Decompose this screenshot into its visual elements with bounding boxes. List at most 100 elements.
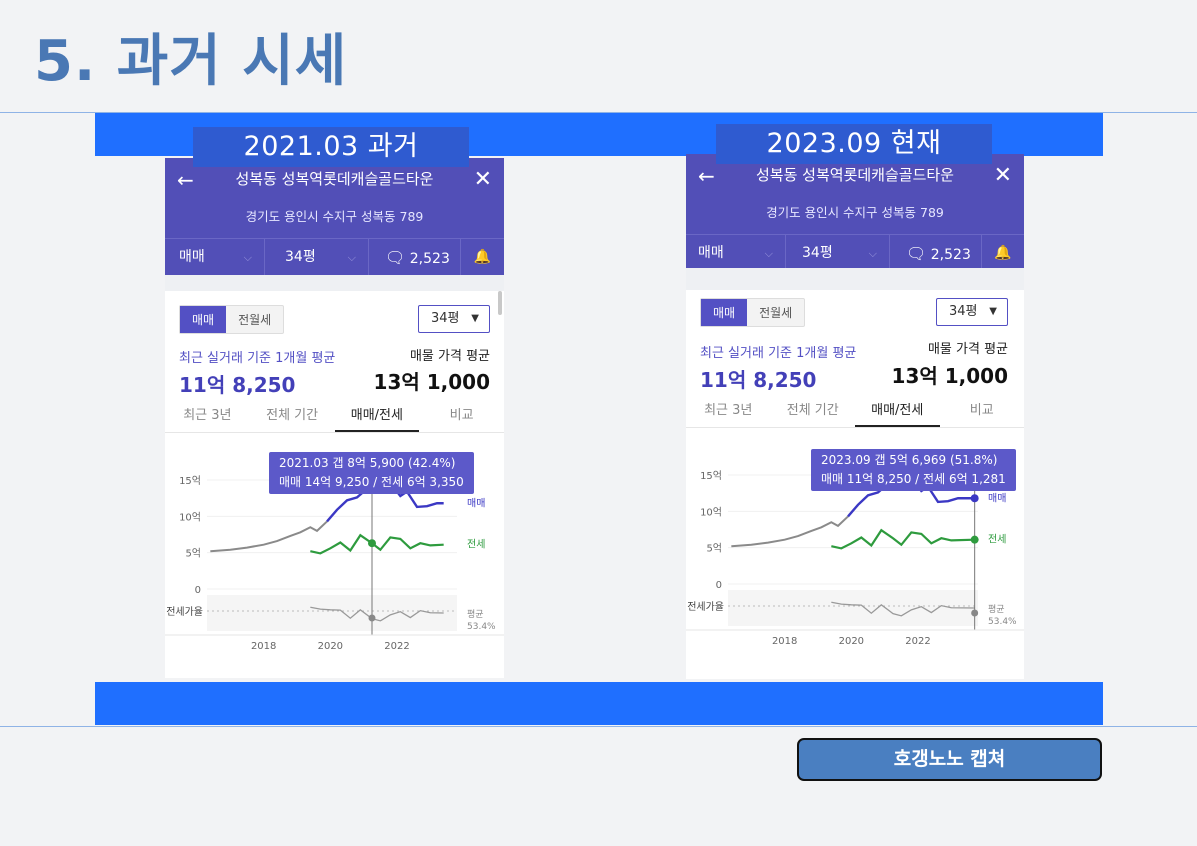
comment-count: 2,523 [930, 247, 971, 263]
address: 경기도 용인시 수지구 성복동 789 [766, 205, 944, 220]
ratio-label: 전세가율 [166, 606, 203, 618]
close-icon[interactable]: ✕ [993, 163, 1012, 188]
bell-icon: 🔔 [473, 249, 492, 265]
tooltip-line2: 매매 11억 8,250 / 전세 6억 1,281 [821, 472, 1006, 486]
x-tick-label: 2022 [905, 636, 930, 647]
tab-all-period[interactable]: 전체 기간 [786, 403, 839, 418]
ratio-cursor-dot [971, 609, 979, 617]
tooltip-line1: 2023.09 갭 5억 6,969 (51.8%) [821, 453, 998, 467]
listing-avg-label: 매물 가격 평균 [409, 349, 490, 364]
gap-avg-value: 53.4% [467, 622, 496, 632]
chevron-down-icon: ⌵ [243, 251, 252, 264]
divider [686, 268, 1024, 290]
toggle-sale[interactable]: 매매 [701, 299, 748, 326]
ratio-area [728, 590, 978, 626]
sale-series-label: 매매 [988, 492, 1006, 504]
deal-type-select[interactable]: 매매 ⌵ [686, 235, 786, 271]
tab-compare[interactable]: 비교 [449, 408, 474, 423]
tab-sale-jeonse[interactable]: 매매/전세 [334, 401, 420, 432]
y-tick-label: 10억 [179, 511, 201, 523]
size-select[interactable]: 34평 ⌵ [265, 239, 369, 275]
chevron-down-icon: ⌵ [347, 251, 356, 264]
comments-button[interactable]: 🗨 2,523 [890, 235, 982, 271]
jeonse-cursor-dot [368, 539, 376, 548]
divider-top [0, 112, 1197, 113]
jeonse-cursor-dot [970, 535, 979, 544]
toggle-sale[interactable]: 매매 [180, 306, 227, 333]
x-tick-label: 2018 [251, 641, 276, 652]
jeonse-series-label: 전세 [988, 534, 1006, 546]
caret-down-icon: ▼ [989, 306, 997, 317]
tab-compare[interactable]: 비교 [969, 403, 994, 418]
app-header: ← 성복동 성복역롯데캐슬골드타운 ✕ 경기도 용인시 수지구 성복동 789 … [686, 154, 1024, 271]
tab-sale-jeonse[interactable]: 매매/전세 [855, 396, 940, 427]
ratio-label: 전세가율 [687, 601, 724, 613]
toggle-rent[interactable]: 전월세 [759, 306, 793, 320]
jeonse-line [310, 533, 444, 555]
deal-type-label: 매매 [179, 249, 205, 265]
back-arrow-icon[interactable]: ← [698, 164, 715, 188]
listing-avg-value: 13억 1,000 [373, 370, 490, 394]
divider [165, 275, 504, 291]
divider-bottom [0, 726, 1197, 727]
caption-current: 2023.09 현재 [716, 124, 992, 164]
listing-avg-value: 13억 1,000 [891, 364, 1008, 388]
jeonse-series-label: 전세 [467, 539, 485, 551]
chat-bubble-icon: 🗨 [385, 248, 406, 267]
ratio-cursor-dot [368, 614, 376, 622]
apartment-name: 성복동 성복역롯데캐슬골드타운 [756, 166, 954, 184]
filter-bar: 매매 ⌵ 34평 ⌵ 🗨 2,523 🔔 [165, 238, 504, 275]
scrollbar[interactable] [498, 291, 502, 315]
screenshot-panel-past: ← 성복동 성복역롯데캐슬골드타운 ✕ 경기도 용인시 수지구 성복동 789 … [165, 158, 504, 678]
size-dropdown[interactable]: 34평 ▼ [936, 298, 1008, 326]
bell-icon: 🔔 [994, 245, 1012, 261]
period-tabs: 최근 3년 전체 기간 매매/전세 비교 [686, 396, 1024, 428]
size-label: 34평 [802, 245, 833, 261]
gap-avg-value: 53.4% [988, 617, 1017, 627]
ratio-line [831, 601, 975, 617]
y-tick-label: 15억 [179, 475, 201, 487]
close-icon[interactable]: ✕ [473, 167, 492, 192]
tooltip-line2: 매매 14억 9,250 / 전세 6억 3,350 [279, 475, 464, 489]
comments-button[interactable]: 🗨 2,523 [369, 239, 461, 275]
toggle-rent[interactable]: 전월세 [238, 313, 272, 327]
period-tabs: 최근 3년 전체 기간 매매/전세 비교 [165, 401, 504, 433]
deal-type-select[interactable]: 매매 ⌵ [165, 239, 265, 275]
back-arrow-icon[interactable]: ← [177, 168, 194, 192]
deal-type-label: 매매 [698, 245, 724, 261]
sale-cursor-dot [970, 494, 979, 503]
slide-title: 5. 과거 시세 [34, 29, 348, 94]
trade-type-toggle: 매매 전월세 [700, 298, 806, 327]
trade-type-toggle: 매매 전월세 [179, 305, 285, 334]
gap-avg-label: 평균 [467, 609, 484, 620]
size-dropdown[interactable]: 34평 ▼ [418, 305, 490, 333]
x-tick-label: 2020 [839, 636, 864, 647]
screenshot-panel-current: ← 성복동 성복역롯데캐슬골드타운 ✕ 경기도 용인시 수지구 성복동 789 … [686, 154, 1024, 679]
caret-down-icon: ▼ [471, 313, 479, 324]
filter-bar: 매매 ⌵ 34평 ⌵ 🗨 2,523 🔔 [686, 234, 1024, 271]
caption-past: 2021.03 과거 [193, 127, 469, 167]
tab-recent-3y[interactable]: 최근 3년 [183, 408, 232, 423]
address: 경기도 용인시 수지구 성복동 789 [245, 209, 424, 224]
size-dropdown-label: 34평 [949, 304, 978, 319]
bell-button[interactable]: 🔔 [461, 239, 504, 275]
tab-recent-3y[interactable]: 최근 3년 [704, 403, 753, 418]
size-select[interactable]: 34평 ⌵ [786, 235, 890, 271]
y-tick-label: 5억 [706, 543, 722, 555]
comment-count: 2,523 [409, 251, 450, 267]
x-tick-label: 2018 [772, 636, 797, 647]
listing-avg-label: 매물 가격 평균 [927, 342, 1008, 357]
size-dropdown-label: 34평 [431, 311, 460, 326]
recent-trade-value: 11억 8,250 [700, 368, 817, 392]
tooltip-line1: 2021.03 갭 8억 5,900 (42.4%) [279, 456, 456, 470]
y-tick-label: 0 [195, 585, 201, 596]
y-tick-label: 15억 [700, 470, 722, 482]
bell-button[interactable]: 🔔 [982, 235, 1024, 271]
size-label: 34평 [285, 249, 316, 265]
x-tick-label: 2020 [318, 641, 343, 652]
tab-all-period[interactable]: 전체 기간 [266, 408, 319, 423]
ratio-area [207, 595, 457, 631]
y-tick-label: 5억 [185, 548, 201, 560]
